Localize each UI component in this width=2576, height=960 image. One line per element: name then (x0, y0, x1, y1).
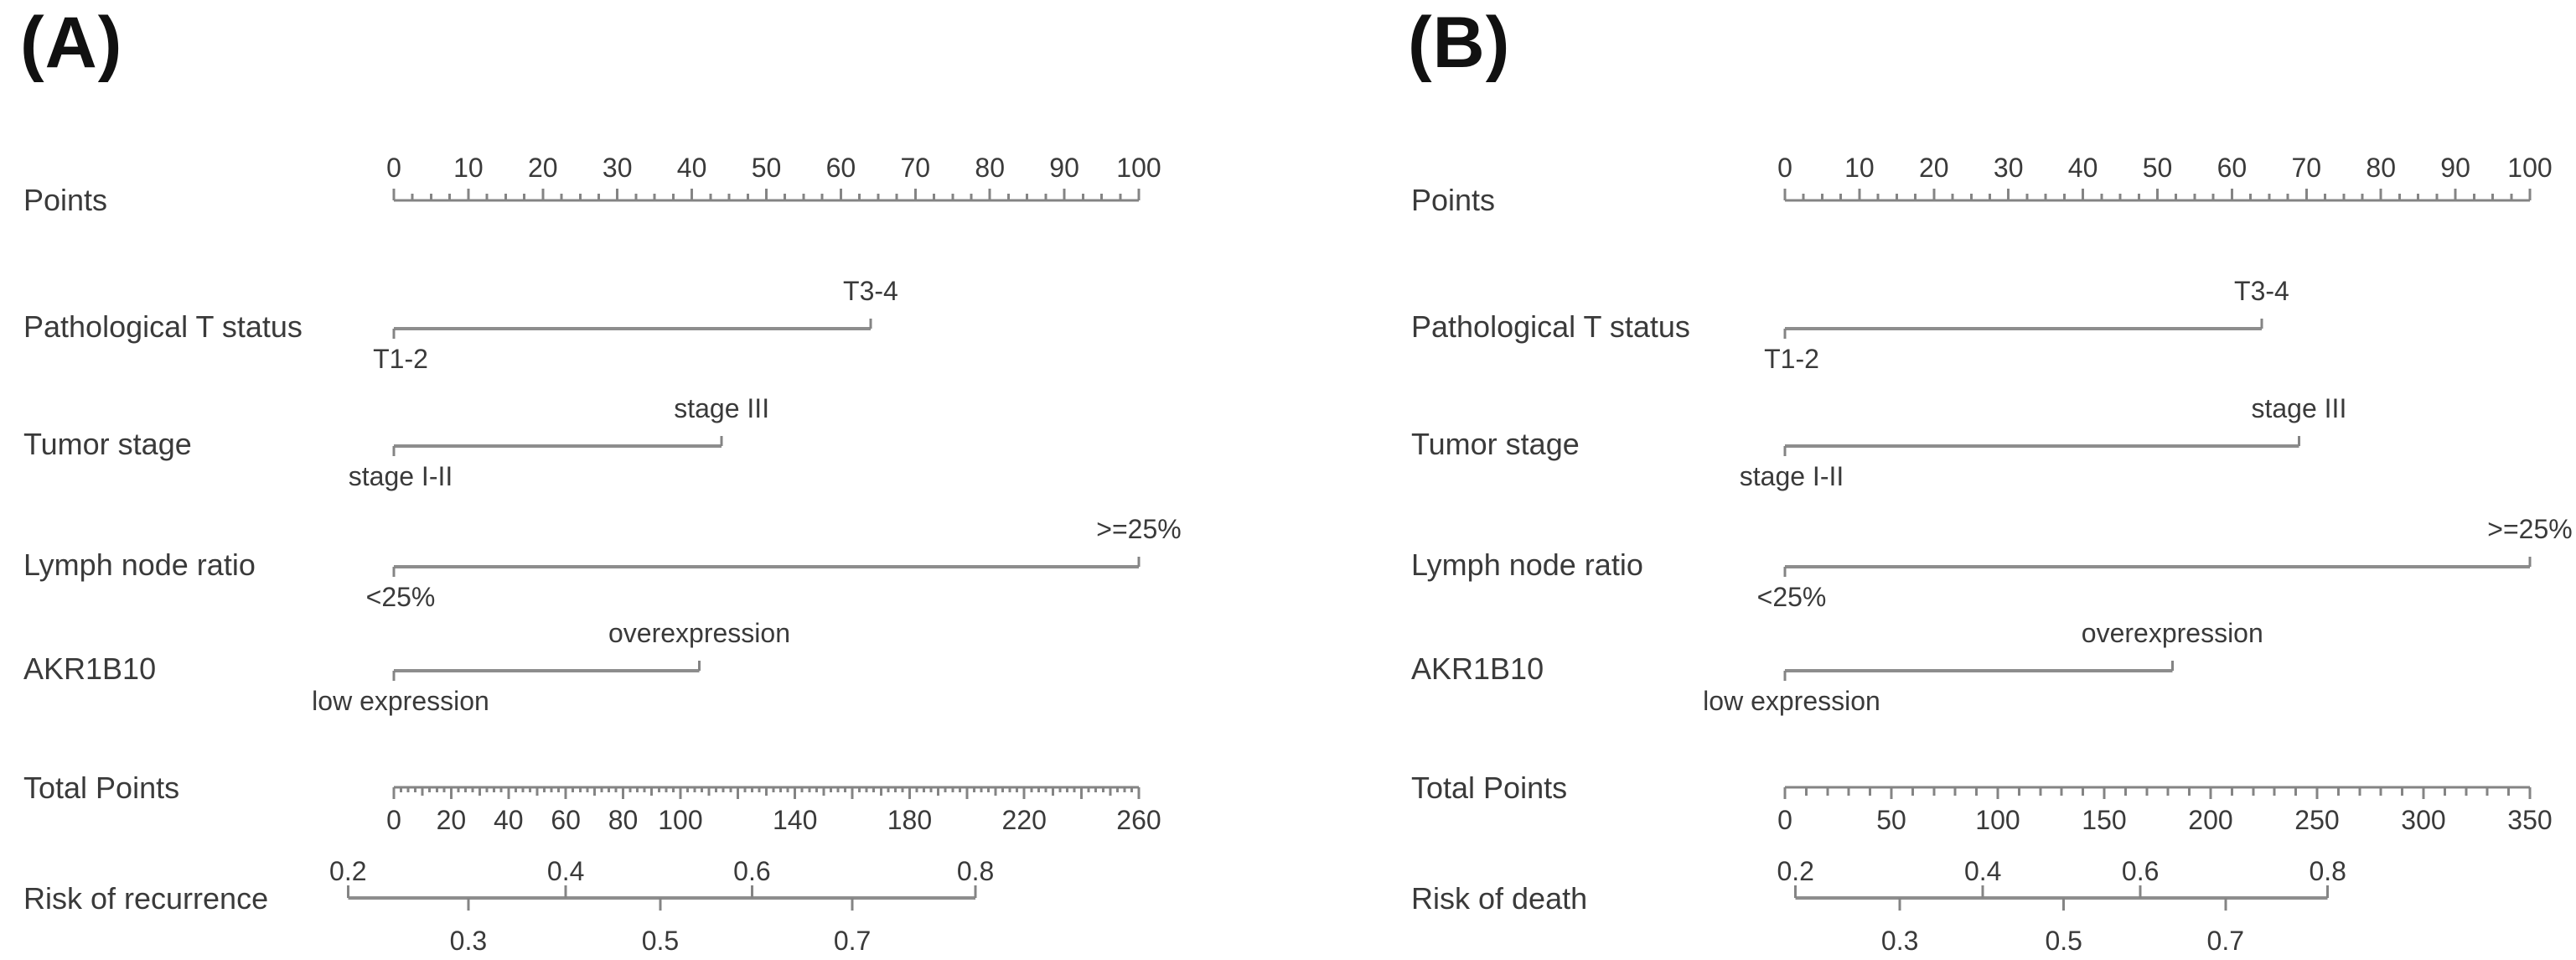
total-points-tick-label: 150 (2082, 805, 2127, 835)
variable-label: Pathological T status (23, 309, 303, 344)
total-points-tick-label: 60 (551, 805, 581, 835)
variable-low-category-label: T1-2 (373, 344, 428, 374)
total-points-tick-label: 140 (772, 805, 818, 835)
total-points-tick-label: 50 (1876, 805, 1906, 835)
total-points-tick-label: 0 (386, 805, 401, 835)
variable-high-category-label: >=25% (1096, 514, 1182, 544)
risk-lower-tick-label: 0.7 (2206, 926, 2245, 956)
variable-label: AKR1B10 (1411, 651, 1544, 686)
points-tick-label: 20 (528, 153, 558, 183)
total-points-tick-label: 40 (493, 805, 524, 835)
variable-low-category-label: stage I-II (1739, 461, 1844, 491)
total-points-tick-label: 260 (1116, 805, 1161, 835)
total-points-axis-title: Total Points (1411, 771, 1568, 805)
variable-low-category-label: <25% (365, 582, 436, 612)
variable-low-category-label: low expression (1703, 686, 1880, 716)
points-tick-label: 100 (2507, 153, 2553, 183)
variable-low-category-label: T1-2 (1764, 344, 1819, 374)
points-tick-label: 10 (1844, 153, 1875, 183)
total-points-tick-label: 300 (2401, 805, 2446, 835)
risk-lower-tick-label: 0.3 (1880, 926, 1919, 956)
total-points-tick-label: 220 (1001, 805, 1047, 835)
risk-upper-tick-label: 0.4 (546, 856, 585, 886)
risk-lower-tick-label: 0.5 (641, 926, 680, 956)
points-tick-label: 90 (1049, 153, 1079, 183)
points-tick-label: 80 (2366, 153, 2396, 183)
points-tick-label: 0 (1777, 153, 1792, 183)
total-points-tick-label: 0 (1777, 805, 1792, 835)
points-tick-label: 20 (1919, 153, 1949, 183)
risk-axis-title: Risk of recurrence (23, 881, 269, 916)
total-points-axis-title: Total Points (23, 771, 180, 805)
variable-label: Lymph node ratio (1411, 547, 1643, 582)
variable-high-category-label: overexpression (2081, 618, 2263, 648)
risk-upper-tick-label: 0.4 (1963, 856, 2002, 886)
risk-upper-tick-label: 0.2 (1777, 856, 1814, 886)
points-tick-label: 80 (975, 153, 1005, 183)
risk-upper-tick-label: 0.8 (956, 856, 995, 886)
panel-letter: (B) (1408, 3, 1511, 83)
points-tick-label: 0 (386, 153, 401, 183)
risk-upper-tick-label: 0.8 (2309, 856, 2346, 886)
risk-upper-tick-label: 0.6 (2121, 856, 2160, 886)
points-axis-title: Points (23, 183, 108, 217)
points-tick-label: 90 (2440, 153, 2470, 183)
points-tick-label: 60 (825, 153, 856, 183)
points-tick-label: 70 (900, 153, 931, 183)
total-points-tick-label: 20 (436, 805, 467, 835)
variable-high-category-label: T3-4 (2234, 276, 2289, 306)
variable-high-category-label: >=25% (2487, 514, 2573, 544)
points-tick-label: 10 (453, 153, 484, 183)
risk-lower-tick-label: 0.5 (2045, 926, 2082, 956)
points-tick-label: 30 (1993, 153, 2024, 183)
points-tick-label: 50 (751, 153, 782, 183)
risk-lower-tick-label: 0.7 (833, 926, 872, 956)
panel-letter: (A) (20, 3, 123, 83)
points-tick-label: 40 (2067, 153, 2098, 183)
total-points-tick-label: 250 (2294, 805, 2340, 835)
variable-label: Lymph node ratio (23, 547, 256, 582)
risk-lower-tick-label: 0.3 (449, 926, 488, 956)
variable-label: AKR1B10 (23, 651, 157, 686)
points-axis-title: Points (1411, 183, 1496, 217)
variable-label: Tumor stage (23, 427, 192, 461)
total-points-tick-label: 100 (1975, 805, 2020, 835)
variable-low-category-label: stage I-II (348, 461, 453, 491)
points-tick-label: 100 (1116, 153, 1161, 183)
points-tick-label: 30 (602, 153, 633, 183)
total-points-tick-label: 200 (2188, 805, 2233, 835)
total-points-tick-label: 80 (608, 805, 639, 835)
variable-label: Tumor stage (1411, 427, 1580, 461)
risk-upper-tick-label: 0.2 (329, 856, 367, 886)
points-tick-label: 60 (2216, 153, 2248, 183)
variable-high-category-label: stage III (2251, 393, 2347, 423)
variable-low-category-label: low expression (312, 686, 489, 716)
variable-low-category-label: <25% (1756, 582, 1827, 612)
variable-high-category-label: overexpression (608, 618, 790, 648)
variable-high-category-label: T3-4 (843, 276, 898, 306)
risk-upper-tick-label: 0.6 (733, 856, 771, 886)
variable-high-category-label: stage III (674, 393, 770, 423)
total-points-tick-label: 100 (658, 805, 703, 835)
points-tick-label: 40 (676, 153, 707, 183)
total-points-tick-label: 180 (887, 805, 933, 835)
variable-label: Pathological T status (1411, 309, 1690, 344)
risk-axis-title: Risk of death (1411, 881, 1588, 916)
total-points-tick-label: 350 (2507, 805, 2553, 835)
points-tick-label: 70 (2291, 153, 2322, 183)
points-tick-label: 50 (2142, 153, 2173, 183)
